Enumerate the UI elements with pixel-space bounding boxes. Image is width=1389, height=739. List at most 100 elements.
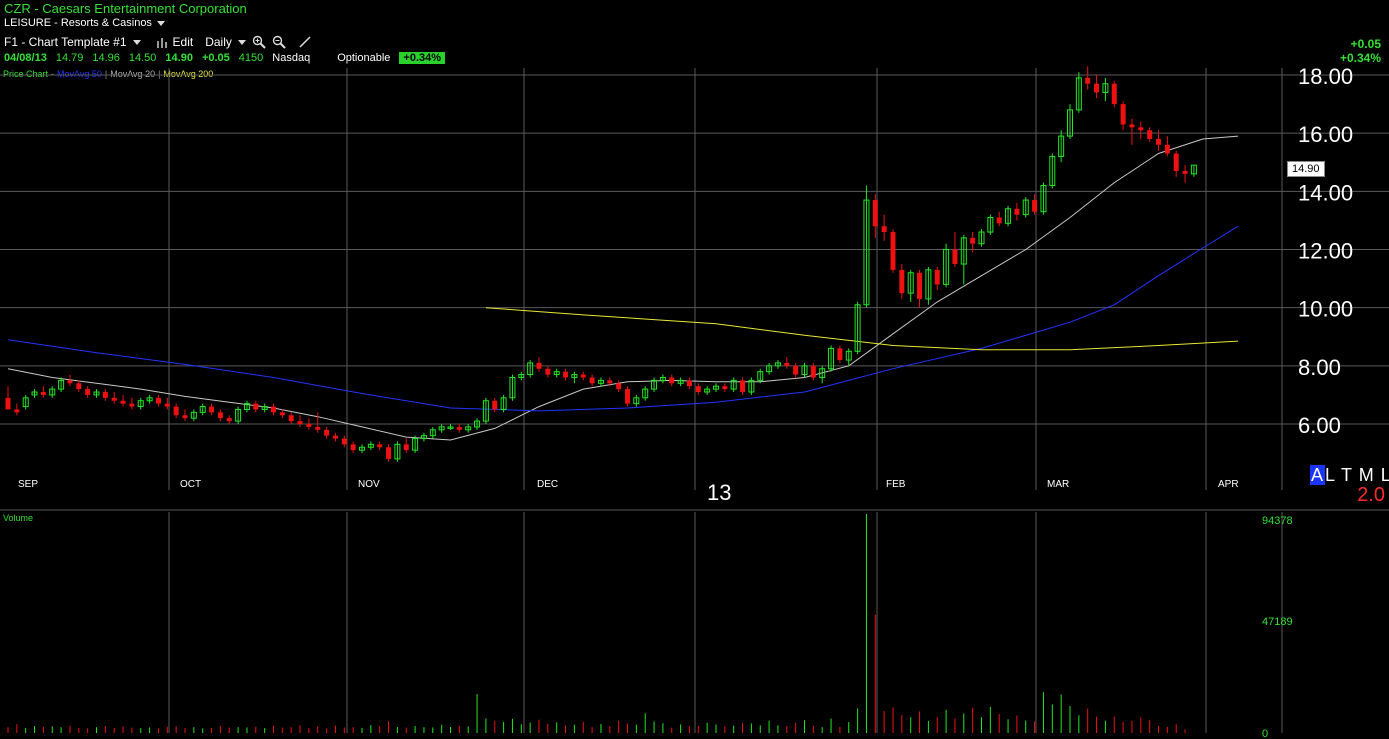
candle-body [420, 435, 427, 440]
candle-body [730, 379, 737, 390]
candle-body [996, 217, 1002, 224]
candle-body [713, 385, 719, 390]
candle-body [589, 377, 595, 384]
candle-body [890, 232, 896, 270]
candle-body [253, 403, 259, 410]
edit-label: Edit [172, 35, 194, 49]
legend-price[interactable]: Price Chart [3, 69, 49, 79]
zoom-in-icon[interactable] [252, 35, 266, 49]
quote-volume: 4150 [238, 52, 264, 64]
volume-tick-label: 47189 [1262, 616, 1293, 628]
candle-body [1120, 104, 1126, 125]
zoom-out-icon[interactable] [272, 35, 286, 49]
candle-body [1049, 155, 1056, 187]
sector-selector[interactable]: LEISURE - Resorts & Casinos [4, 17, 165, 29]
candle-body [76, 383, 82, 390]
year-label: 13 [707, 480, 732, 505]
candle-body [686, 380, 692, 387]
change-summary: +0.05 +0.34% [1340, 37, 1381, 65]
x-tick-label: NOV [358, 479, 380, 490]
legend-ma200[interactable]: MovAvg 200 [163, 69, 214, 79]
symbol-title: CZR - Caesars Entertainment Corporation [4, 1, 247, 16]
x-tick-label: SEP [18, 479, 38, 490]
candle-body [1102, 83, 1109, 93]
candle-body [182, 415, 188, 419]
candle-body [1138, 127, 1144, 131]
candle-body [1173, 153, 1179, 171]
candle-body [553, 371, 560, 376]
candle-body [438, 426, 445, 431]
y-tick-label: 10.00 [1298, 297, 1353, 322]
candle-body [793, 365, 799, 375]
candle-body [934, 269, 940, 285]
candle-body [324, 429, 330, 436]
candle-body [695, 386, 701, 393]
legend-ma20[interactable]: MovAvg 20 [110, 69, 156, 79]
candle-body [659, 376, 666, 381]
candle-body [580, 374, 586, 378]
template-dropdown[interactable]: F1 - Chart Template #1 [4, 35, 141, 49]
candle-body [828, 347, 835, 370]
candle-body [881, 226, 887, 233]
x-tick-label: OCT [180, 479, 201, 490]
candle-body [1129, 124, 1135, 128]
x-tick-label: MAR [1047, 479, 1069, 490]
candle-body [1022, 199, 1029, 216]
candle-body [288, 415, 294, 422]
candle-body [1156, 138, 1161, 145]
altml-indicator[interactable]: AL T M L [1310, 465, 1389, 486]
draw-line-icon[interactable] [298, 35, 312, 49]
change-pct: +0.34% [1339, 51, 1381, 65]
quote-open: 14.79 [55, 52, 84, 64]
candle-body [722, 386, 728, 390]
candle-body [677, 379, 684, 384]
candle-body [359, 446, 365, 451]
x-tick-label: DEC [537, 479, 558, 490]
candle-body [85, 389, 91, 395]
candle-body [625, 389, 630, 404]
candle-body [545, 368, 551, 375]
candle-body [40, 392, 46, 395]
y-tick-label: 16.00 [1298, 122, 1353, 147]
candle-body [120, 400, 126, 404]
candle-body [412, 438, 419, 451]
candle-body [952, 249, 958, 265]
legend-ma50[interactable]: MovAvg 50 [57, 69, 102, 79]
candle-body [527, 362, 534, 376]
candle-body [474, 420, 481, 428]
candle-body [943, 249, 950, 285]
candle-body [306, 424, 312, 427]
bar-chart-icon [156, 37, 167, 48]
candle-body [872, 200, 878, 227]
candle-body [386, 447, 392, 459]
candle-body [173, 406, 179, 416]
candle-body [854, 304, 861, 352]
period-dropdown[interactable]: Daily [205, 35, 246, 49]
candle-body [607, 380, 613, 384]
candle-body [837, 348, 843, 361]
candle-body [563, 371, 569, 378]
ratio-value: 2.0 [1357, 484, 1385, 506]
change-abs: +0.05 [1350, 37, 1381, 51]
candle-body [492, 400, 498, 410]
toolbar: F1 - Chart Template #1 Edit Daily [4, 34, 312, 50]
candle-body [845, 350, 852, 361]
optionable-label: Optionable [337, 52, 391, 64]
candle-body [1111, 83, 1117, 105]
candle-body [669, 377, 675, 384]
candle-body [482, 400, 489, 422]
candle-body [801, 365, 808, 376]
quote-bar: 04/08/13 14.79 14.96 14.50 14.90 +0.05 4… [4, 52, 446, 64]
candle-body [1182, 170, 1188, 174]
candle-body [209, 406, 215, 413]
edit-button[interactable]: Edit [156, 35, 194, 49]
candle-body [774, 362, 781, 367]
candle-body [93, 391, 100, 396]
candle-body [1067, 109, 1073, 137]
last-price-tag: 14.90 [1287, 161, 1325, 177]
candle-body [766, 365, 773, 373]
series-movavg-50 [7, 225, 1239, 412]
candle-body [190, 411, 197, 419]
candle-body [341, 438, 347, 445]
